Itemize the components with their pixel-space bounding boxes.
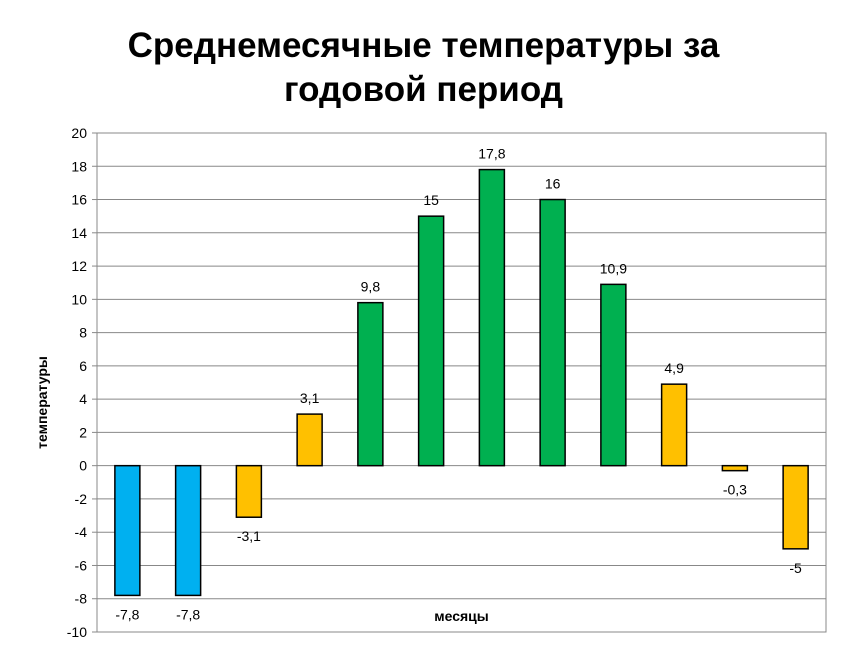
data-label: 9,8 — [361, 279, 381, 295]
bars — [114, 168, 809, 597]
bar — [782, 464, 809, 550]
y-tick-label: 6 — [79, 358, 87, 374]
data-label: 10,9 — [600, 260, 627, 276]
data-label: -3,1 — [237, 528, 261, 544]
y-tick-label: -2 — [75, 491, 88, 507]
y-tick-label: 16 — [71, 192, 87, 208]
y-tick-label: -4 — [75, 524, 88, 540]
data-label: 15 — [423, 192, 439, 208]
data-label: 3,1 — [300, 390, 320, 406]
chart-title-line-2: годовой период — [284, 70, 563, 109]
data-label: 4,9 — [664, 360, 684, 376]
bar — [721, 464, 749, 472]
data-labels: -7,8 -7,8 -3,1 3,1 9,8 15 17,8 16 10,9 4,9 -0,3 -5 — [115, 146, 802, 623]
y-tick-label: -10 — [67, 624, 87, 640]
y-axis-title: температуры — [34, 356, 50, 449]
y-tick-label: 18 — [71, 158, 87, 174]
y-tick-label: 12 — [71, 258, 87, 274]
data-label: -7,8 — [115, 606, 139, 622]
y-tick-label: 2 — [79, 424, 87, 440]
bar — [357, 301, 384, 467]
gridlines — [92, 132, 826, 633]
bar — [235, 464, 263, 518]
y-tick-label: -6 — [75, 557, 88, 573]
data-label: 17,8 — [478, 146, 505, 162]
data-label: -0,3 — [723, 482, 747, 498]
bar — [539, 198, 566, 467]
bar — [478, 168, 506, 467]
y-tick-label: 20 — [71, 125, 87, 141]
y-tick-label: 0 — [79, 458, 87, 474]
bar — [114, 464, 141, 597]
y-tick-label: 10 — [71, 291, 87, 307]
y-tick-label: 4 — [79, 391, 87, 407]
plot-area-frame — [96, 132, 827, 633]
data-label: -7,8 — [176, 606, 200, 622]
chart-title-line-1: Среднемесячные температуры за — [127, 26, 720, 65]
y-tick-label: -8 — [75, 591, 88, 607]
bar — [660, 383, 688, 467]
bar — [174, 464, 202, 597]
y-tick-label: 14 — [71, 225, 87, 241]
bar — [600, 283, 627, 467]
bar — [417, 215, 445, 467]
x-axis-title: месяцы — [434, 608, 488, 624]
bar — [296, 413, 323, 467]
y-tick-label: 8 — [79, 325, 87, 341]
data-label: -5 — [789, 560, 802, 576]
chart-title: Среднемесячные температуры за годовой пе… — [0, 24, 847, 112]
data-label: 16 — [545, 176, 561, 192]
